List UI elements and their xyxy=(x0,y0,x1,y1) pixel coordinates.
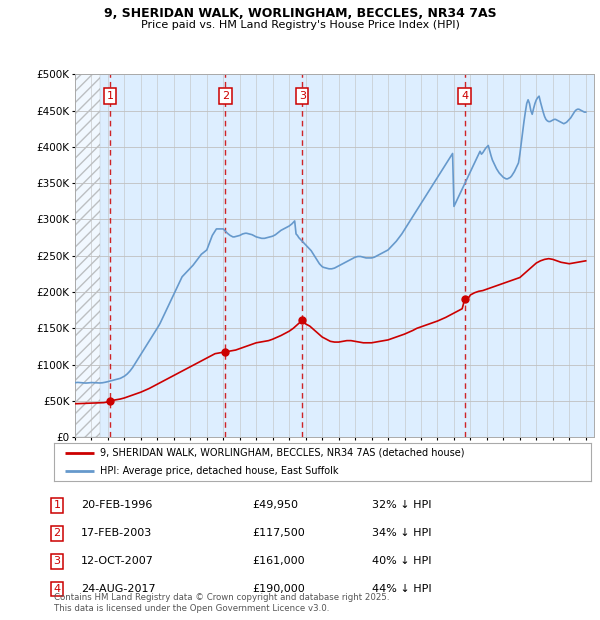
Text: £49,950: £49,950 xyxy=(252,500,298,510)
Text: 44% ↓ HPI: 44% ↓ HPI xyxy=(372,584,431,594)
Text: 2: 2 xyxy=(53,528,61,538)
Text: 9, SHERIDAN WALK, WORLINGHAM, BECCLES, NR34 7AS: 9, SHERIDAN WALK, WORLINGHAM, BECCLES, N… xyxy=(104,7,496,20)
Text: 17-FEB-2003: 17-FEB-2003 xyxy=(81,528,152,538)
Text: 3: 3 xyxy=(53,556,61,566)
Text: 40% ↓ HPI: 40% ↓ HPI xyxy=(372,556,431,566)
Text: 12-OCT-2007: 12-OCT-2007 xyxy=(81,556,154,566)
Text: Price paid vs. HM Land Registry's House Price Index (HPI): Price paid vs. HM Land Registry's House … xyxy=(140,20,460,30)
Text: 2: 2 xyxy=(222,91,229,101)
Text: 20-FEB-1996: 20-FEB-1996 xyxy=(81,500,152,510)
Text: 3: 3 xyxy=(299,91,306,101)
Text: 1: 1 xyxy=(53,500,61,510)
Text: 1: 1 xyxy=(107,91,113,101)
Text: 4: 4 xyxy=(53,584,61,594)
Bar xyxy=(75,74,100,437)
Text: £161,000: £161,000 xyxy=(252,556,305,566)
Text: 32% ↓ HPI: 32% ↓ HPI xyxy=(372,500,431,510)
Text: 4: 4 xyxy=(461,91,468,101)
Text: £190,000: £190,000 xyxy=(252,584,305,594)
Text: Contains HM Land Registry data © Crown copyright and database right 2025.
This d: Contains HM Land Registry data © Crown c… xyxy=(54,593,389,613)
Text: 9, SHERIDAN WALK, WORLINGHAM, BECCLES, NR34 7AS (detached house): 9, SHERIDAN WALK, WORLINGHAM, BECCLES, N… xyxy=(100,448,464,458)
Text: £117,500: £117,500 xyxy=(252,528,305,538)
Text: HPI: Average price, detached house, East Suffolk: HPI: Average price, detached house, East… xyxy=(100,466,338,476)
Text: 34% ↓ HPI: 34% ↓ HPI xyxy=(372,528,431,538)
Text: 24-AUG-2017: 24-AUG-2017 xyxy=(81,584,155,594)
